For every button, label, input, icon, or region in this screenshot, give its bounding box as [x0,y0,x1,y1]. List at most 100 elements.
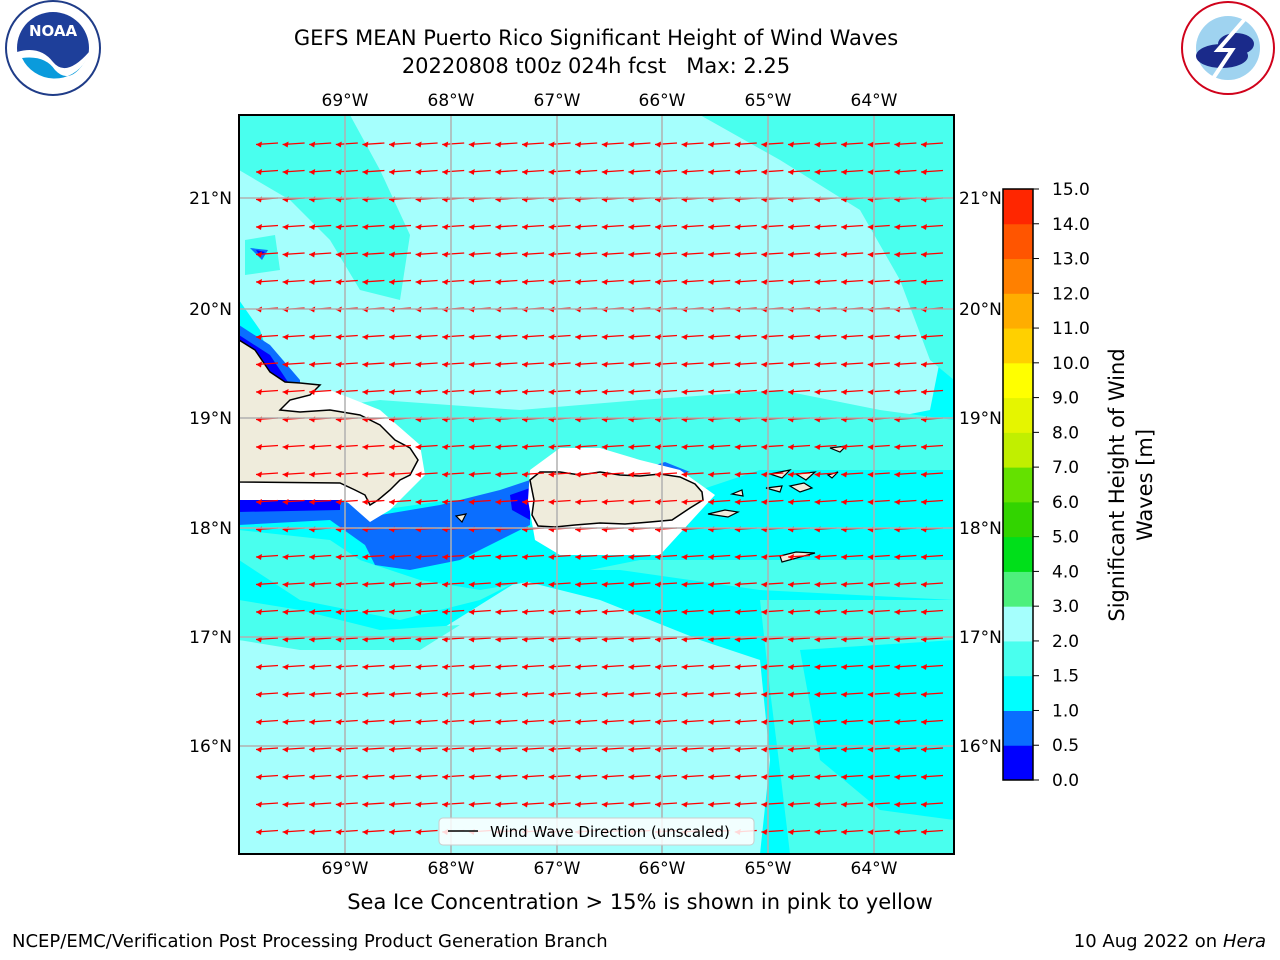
wave-arrow-head [442,499,449,505]
wave-arrow-head [761,746,768,753]
wave-arrow-head [841,829,848,835]
wave-arrow-head [867,636,874,643]
wave-arrow-head [335,554,342,560]
wave-arrow-head [814,334,821,340]
wave-arrow-head [468,251,475,258]
wave-arrow-head [522,581,528,588]
wave-arrow-head [681,636,688,643]
colorbar-tick-label: 6.0 [1052,493,1079,513]
lon-label-top: 68°W [428,91,475,111]
wave-arrow-head [548,636,555,643]
wave-arrow-head [468,774,475,780]
lon-label-bottom: 65°W [745,859,792,879]
wave-arrow-head [468,636,475,643]
wave-arrow-head [601,719,608,725]
wave-arrow-head [335,499,342,505]
wave-arrow-head [894,499,901,505]
wave-arrow-head [442,389,449,395]
wave-arrow-head [548,169,555,175]
wave-arrow-head [389,581,395,588]
wave-arrow-head [628,471,635,478]
wave-arrow-head [522,141,528,148]
wave-arrow-head [628,746,635,753]
wave-arrow-head [548,224,555,230]
wave-arrow-head [841,389,848,395]
lon-label-top: 67°W [534,91,581,111]
wave-arrow-head [841,554,848,560]
wave-arrow-head [522,719,528,725]
wave-arrow-head [814,636,821,643]
lat-label-right: 19°N [959,409,1002,429]
wave-arrow-head [894,389,901,395]
wave-arrow-head [415,251,422,258]
wave-arrow-head [548,746,555,753]
wave-arrow-head [628,609,635,615]
wave-arrow-head [415,499,422,505]
wave-arrow-head [522,774,528,780]
lon-label-bottom: 66°W [639,859,686,879]
colorbar-tick-label: 10.0 [1052,354,1090,374]
colorbar-tick-label: 5.0 [1052,528,1079,548]
wave-arrow-head [282,334,289,340]
wave-arrow-head [921,361,927,368]
wave-arrow-head [442,664,449,670]
wave-arrow-head [548,471,555,478]
wave-arrow-head [442,609,449,615]
wave-arrow-head [921,609,927,615]
wave-arrow-head [389,664,395,670]
wave-arrow-head [761,279,768,285]
wave-arrow-head [894,444,901,450]
wave-arrow-head [708,554,715,560]
wave-arrow-head [655,554,661,560]
wave-arrow-head [601,279,608,285]
wave-arrow-head [495,251,502,258]
wave-arrow-head [708,664,715,670]
wave-arrow-head [921,251,927,258]
wave-arrow-head [814,691,821,698]
wave-arrow-head [309,801,316,808]
wave-arrow-head [548,609,555,615]
wave-arrow-head [548,389,555,395]
chart-subtitle: 20220808 t00z 024h fcst Max: 2.25 [401,54,791,78]
wave-arrow-head [389,609,395,615]
wave-arrow-head [628,444,635,450]
colorbar-frame [1002,188,1034,781]
wave-arrow-head [628,169,635,175]
wave-arrow-head [841,636,848,643]
wave-arrow-head [761,251,768,258]
wave-arrow-head [389,554,395,560]
wave-arrow-head [335,361,342,368]
wave-arrow-head [575,334,582,340]
wave-arrow-head [309,141,316,148]
wave-arrow-head [468,719,475,725]
wave-arrow-head [761,609,768,615]
wave-arrow-head [841,169,848,175]
wave-arrow-head [362,169,369,175]
wave-arrow-head [734,774,741,780]
wave-arrow-head [256,251,262,258]
wave-arrow-head [415,444,422,450]
colorbar-tick-label: 2.0 [1052,632,1079,652]
lat-label-left: 18°N [189,519,232,539]
wave-arrow-head [522,691,528,698]
colorbar-segment [1003,710,1033,746]
lat-label-left: 17°N [189,628,232,648]
wave-arrow-head [681,169,688,175]
wave-arrow-head [601,361,608,368]
wave-arrow-head [548,141,555,148]
wave-arrow-head [655,636,661,643]
wave-arrow-head [708,499,715,505]
wave-arrow-head [681,361,688,368]
wave-arrow-head [575,499,582,505]
colorbar-segment [1003,536,1033,572]
lat-label-left: 20°N [189,300,232,320]
wave-arrow-head [655,471,661,478]
wave-arrow-head [442,581,449,588]
colorbar-tick-label: 3.0 [1052,597,1079,617]
wave-arrow-head [761,664,768,670]
wave-arrow-head [788,554,794,560]
colorbar-segment [1003,223,1033,260]
wave-arrow-head [814,471,821,478]
wave-arrow-head [522,361,528,368]
lat-label-left: 19°N [189,409,232,429]
